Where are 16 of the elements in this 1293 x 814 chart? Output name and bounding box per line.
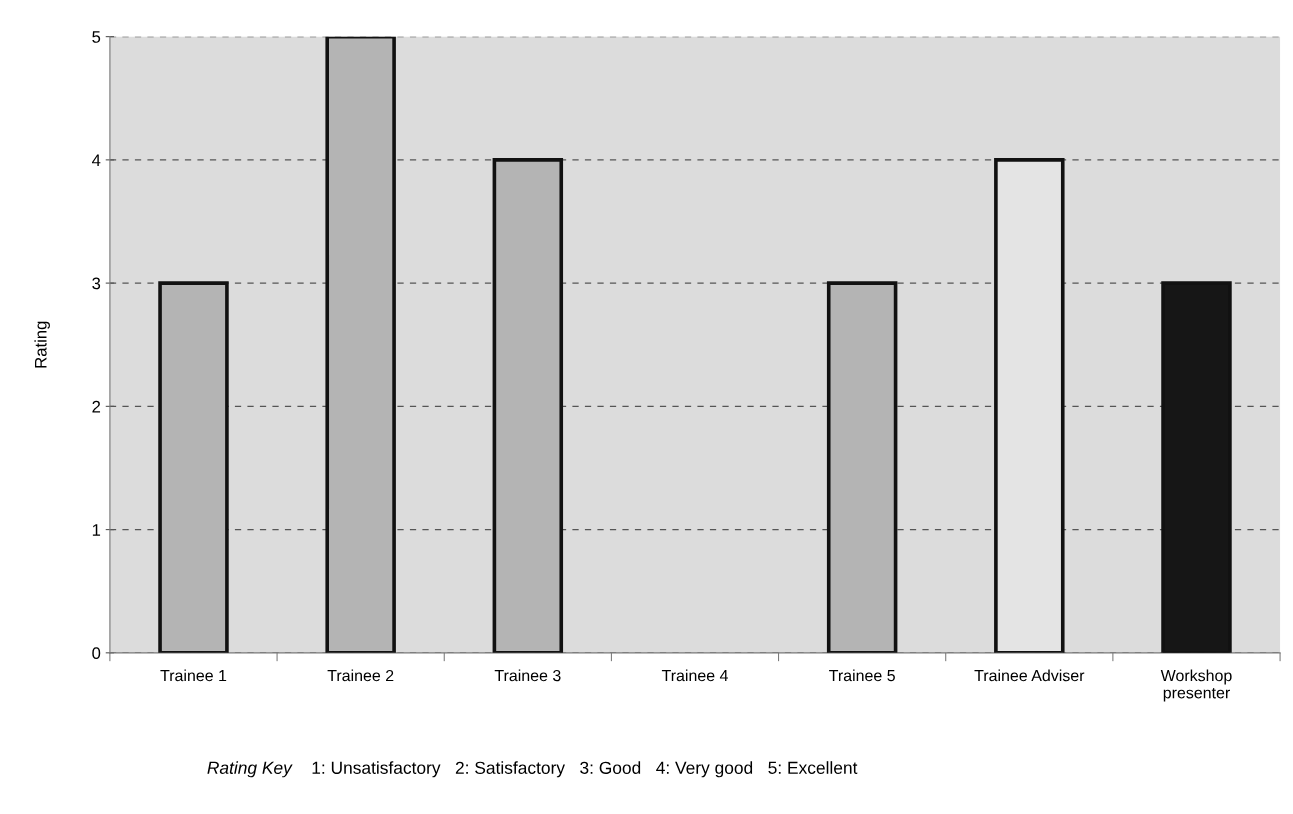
y-tick-label: 4 <box>91 154 101 166</box>
x-tick-label: Trainee Adviser <box>974 669 1085 682</box>
x-tick-label: Trainee 5 <box>829 669 895 682</box>
x-tick-label: Trainee 4 <box>661 669 728 682</box>
y-axis-title: Rating <box>34 321 50 368</box>
y-tick-label: 1 <box>92 524 101 536</box>
y-tick-label: 0 <box>92 647 101 660</box>
y-tick-label: 5 <box>92 31 101 43</box>
text: 1: Unsatisfactory 2: Satisfactory 3: Good 4: Very good 5: Excellent <box>312 761 858 778</box>
x-tick-label: Trainee 2 <box>327 669 394 682</box>
x-tick-label: Workshop presenter <box>1160 669 1232 702</box>
y-tick-label: 2 <box>92 400 101 413</box>
text: Rating Key <box>207 761 293 778</box>
x-tick-label: Trainee 3 <box>494 669 561 682</box>
y-tick-label: 3 <box>92 277 101 290</box>
x-tick-label: Trainee 1 <box>160 669 227 682</box>
